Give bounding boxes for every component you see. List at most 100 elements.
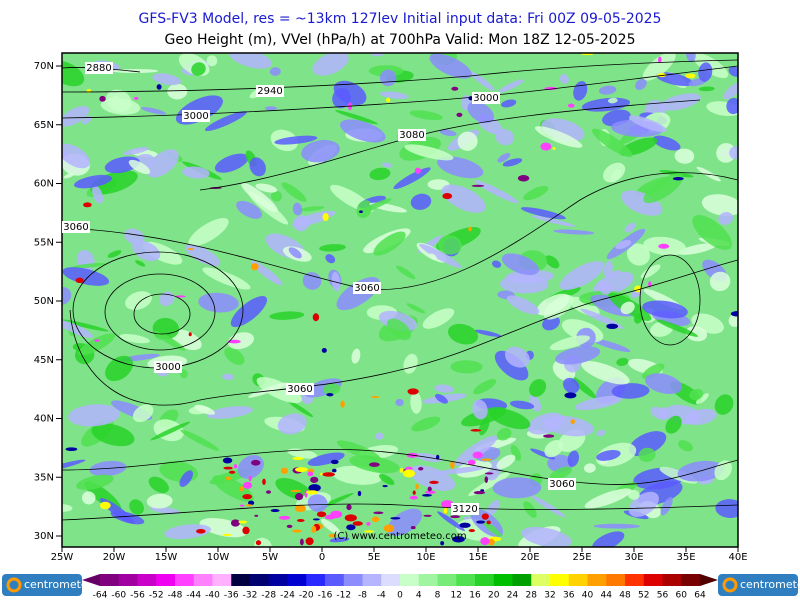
field-patch [616, 357, 629, 366]
field-patch [441, 184, 486, 213]
field-patch [125, 291, 152, 310]
field-patch [652, 135, 681, 151]
field-patch [81, 491, 96, 505]
field-patch [99, 95, 106, 102]
field-patch [292, 456, 304, 460]
colorbar-label: 8 [435, 591, 441, 600]
field-patch [459, 522, 471, 528]
field-patch [439, 129, 457, 137]
field-patch [206, 55, 218, 67]
field-patch [346, 524, 356, 531]
field-patch [292, 202, 303, 216]
field-patch [75, 277, 84, 284]
field-patch [621, 190, 663, 216]
field-patch [185, 244, 221, 267]
lon-label: 10W [207, 552, 230, 563]
colorbar-cell [643, 574, 663, 586]
field-patch [468, 471, 511, 497]
field-patch [307, 471, 314, 477]
field-patch [643, 173, 684, 204]
field-patch [286, 524, 293, 528]
field-patch [214, 153, 249, 173]
lon-label: 20W [103, 552, 126, 563]
field-patch [559, 261, 605, 290]
field-patch [581, 97, 631, 112]
field-patch [411, 416, 441, 432]
field-patch [105, 355, 134, 382]
field-patch [523, 185, 549, 201]
field-patch [549, 335, 591, 351]
colorbar-label: -44 [186, 591, 201, 600]
field-patch [437, 511, 465, 532]
field-patch [369, 167, 391, 181]
field-patch [287, 448, 318, 459]
field-patch [322, 472, 335, 477]
map-frame [61, 52, 739, 548]
field-patch [570, 419, 575, 425]
field-patch [133, 96, 139, 100]
field-patch [352, 521, 363, 526]
field-patch [62, 267, 110, 286]
field-patch [448, 323, 479, 345]
colorbar-label: -12 [336, 591, 351, 600]
colorbar-label: -32 [243, 591, 258, 600]
colorbar-cell [437, 574, 457, 586]
field-patch [482, 520, 502, 537]
field-patch [715, 499, 738, 519]
field-patch [685, 73, 696, 79]
field-patch [90, 170, 138, 195]
field-patch [78, 333, 116, 356]
colorbar-label: -28 [261, 591, 276, 600]
field-patch [68, 404, 121, 427]
field-patch [603, 260, 613, 279]
field-patch [491, 260, 502, 268]
field-patch [62, 319, 109, 332]
field-patch [132, 240, 161, 262]
field-patch [229, 53, 272, 69]
field-patch [227, 332, 254, 350]
field-patch [468, 528, 476, 533]
field-patch [553, 229, 595, 235]
field-patch [672, 177, 684, 181]
field-patch [395, 398, 404, 407]
field-patch [730, 311, 738, 317]
field-patch [452, 536, 465, 543]
contour-label-bg [62, 221, 90, 233]
field-patch [422, 493, 432, 497]
field-patch [492, 477, 542, 499]
colorbar-cell [118, 574, 138, 586]
colorbar-cell [268, 574, 288, 586]
colorbar-label: -64 [93, 591, 108, 600]
field-patch [628, 431, 667, 457]
field-patch [451, 86, 459, 91]
field-patch [404, 466, 413, 471]
field-patch [402, 469, 415, 478]
field-patch [390, 517, 401, 520]
field-patch [436, 454, 440, 460]
field-patch [154, 331, 186, 351]
field-patch [370, 396, 380, 399]
field-patch [404, 144, 454, 161]
field-patch [598, 85, 617, 95]
field-patch [434, 384, 454, 393]
field-patch [140, 107, 167, 115]
lon-label: 0 [319, 552, 325, 563]
field-patch [180, 429, 220, 451]
field-patch [701, 194, 738, 216]
field-patch [427, 486, 432, 492]
field-patch [294, 504, 307, 512]
field-patch [638, 447, 656, 462]
field-patch [119, 333, 150, 344]
field-patch [540, 142, 552, 151]
field-patch [243, 481, 253, 489]
colorbar-label: 64 [694, 591, 706, 600]
colorbar-cell [250, 574, 270, 586]
contour-label: 3060 [354, 283, 379, 294]
field-patch [422, 308, 455, 329]
field-patch [692, 214, 732, 250]
colorbar-label: 48 [619, 591, 631, 600]
field-patch [188, 332, 192, 337]
contour-label: 3000 [155, 362, 180, 373]
field-patch [328, 533, 337, 538]
colorbar-label: 24 [507, 591, 519, 600]
